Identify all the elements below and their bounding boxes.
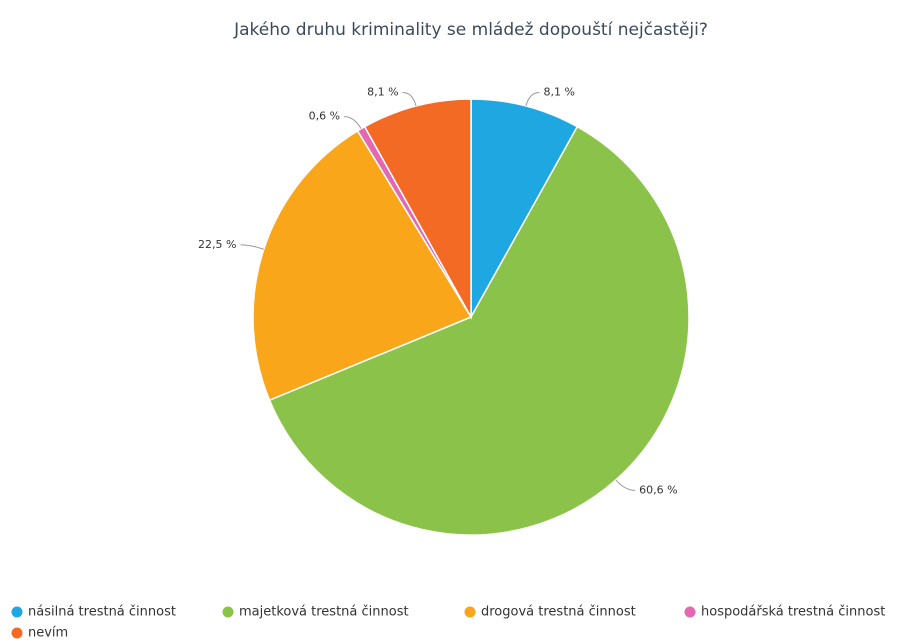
chart-title: Jakého druhu kriminality se mládež dopou… [233,20,708,40]
data-label: 0,6 % [309,110,340,123]
legend-label: hospodářská trestná činnost [701,605,885,620]
legend-marker [11,606,23,618]
legend-marker [684,606,696,618]
data-label: 60,6 % [639,483,677,496]
leader-line [525,91,540,107]
data-label: 22,5 % [198,238,236,251]
legend-label: násilná trestná činnost [28,605,176,620]
data-label: 8,1 % [543,85,574,98]
leader-line [402,91,417,107]
legend-marker [222,606,234,618]
leader-line [240,244,264,250]
leader-line [344,116,362,129]
legend-label: drogová trestná činnost [481,605,636,620]
leader-line [615,479,636,491]
legend-marker [11,627,23,639]
pie-slice [252,129,473,402]
legend-label: majetková trestná činnost [239,605,409,620]
pie-slice [268,125,690,536]
legend-label: nevím [28,626,68,641]
legend-marker [464,606,476,618]
data-label: 8,1 % [367,85,398,98]
